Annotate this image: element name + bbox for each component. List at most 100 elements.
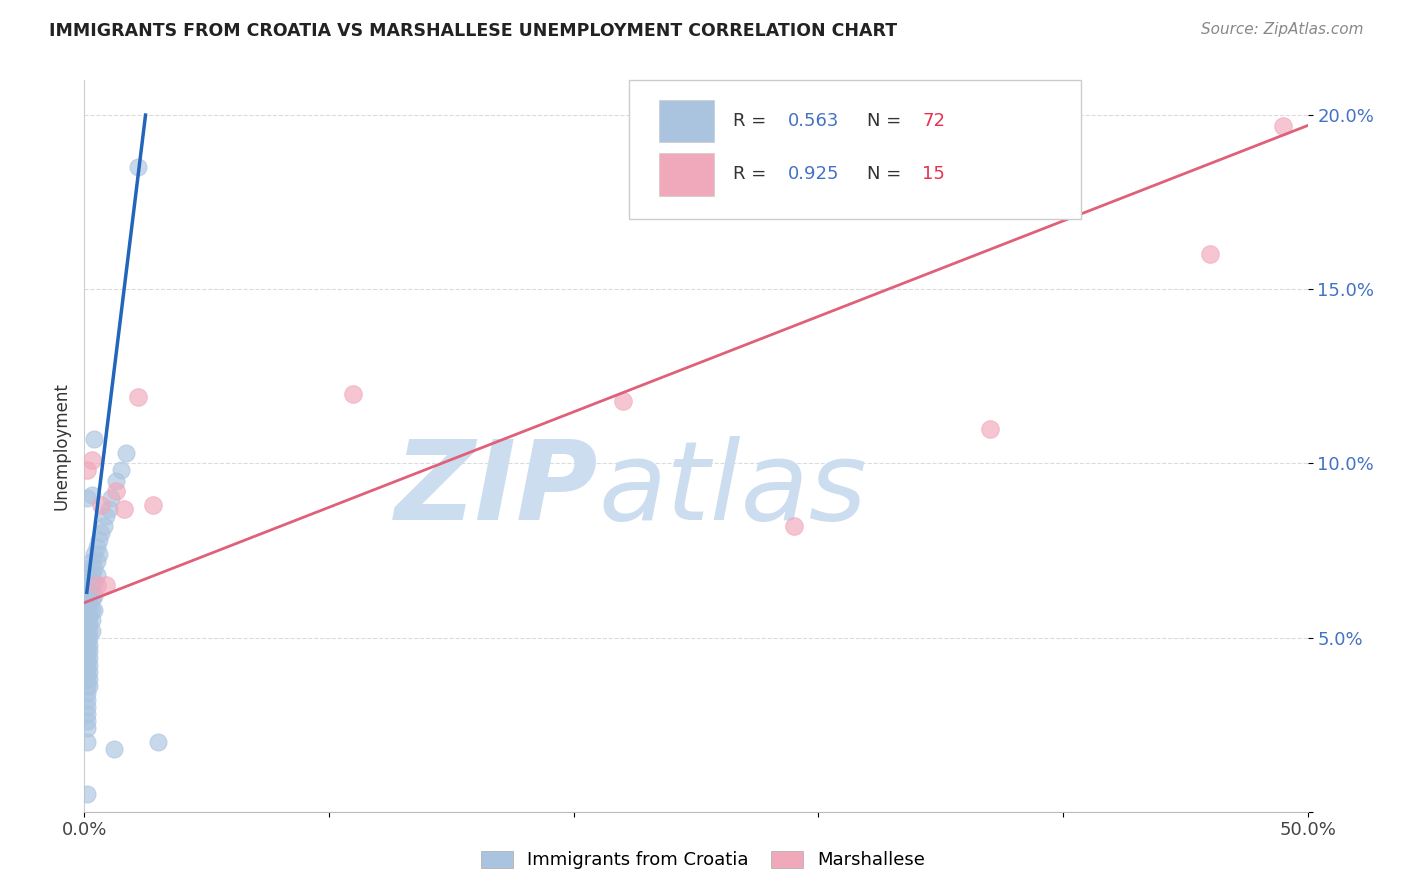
Point: [76, 707, 98, 722]
Point: [76, 491, 98, 506]
Point: [77, 658, 100, 673]
Point: [76, 787, 98, 801]
Point: [83, 547, 105, 561]
Point: [76, 721, 98, 735]
Point: [127, 161, 149, 175]
Point: [76, 578, 98, 592]
Point: [76, 665, 98, 680]
Point: [83, 561, 105, 575]
Point: [77, 673, 100, 687]
Point: [96, 578, 118, 592]
Point: [90, 526, 112, 541]
Point: [115, 446, 138, 460]
Text: R =: R =: [733, 165, 772, 183]
Point: [1198, 247, 1220, 261]
Point: [76, 603, 98, 617]
Point: [80, 554, 103, 568]
Point: [76, 567, 98, 582]
Point: [83, 574, 105, 589]
Point: [83, 432, 105, 446]
Point: [77, 665, 100, 680]
Point: [127, 390, 149, 404]
Point: [76, 596, 98, 610]
Point: [76, 609, 98, 624]
Text: IMMIGRANTS FROM CROATIA VS MARSHALLESE UNEMPLOYMENT CORRELATION CHART: IMMIGRANTS FROM CROATIA VS MARSHALLESE U…: [49, 22, 897, 40]
Point: [979, 421, 1001, 435]
Point: [146, 735, 169, 749]
Point: [80, 453, 103, 467]
Point: [112, 501, 135, 516]
Point: [783, 519, 806, 533]
Point: [96, 508, 118, 523]
Text: N =: N =: [868, 165, 907, 183]
Point: [77, 589, 100, 603]
Point: [110, 463, 132, 477]
Point: [83, 589, 105, 603]
Point: [80, 567, 103, 582]
Point: [105, 474, 128, 488]
Point: [80, 488, 103, 502]
Point: [77, 651, 100, 665]
Point: [77, 638, 100, 652]
Text: 15: 15: [922, 165, 945, 183]
Point: [80, 592, 103, 607]
Point: [103, 742, 125, 756]
Point: [77, 561, 100, 575]
Point: [76, 673, 98, 687]
Point: [76, 651, 98, 665]
Point: [87, 547, 110, 561]
Point: [77, 603, 100, 617]
Y-axis label: Unemployment: Unemployment: [52, 382, 70, 510]
Point: [77, 582, 100, 596]
Point: [77, 596, 100, 610]
Point: [77, 616, 100, 631]
Point: [1272, 119, 1295, 133]
Point: [86, 578, 108, 592]
Point: [76, 631, 98, 645]
Point: [76, 658, 98, 673]
Point: [93, 519, 115, 533]
Point: [76, 624, 98, 638]
Point: [76, 735, 98, 749]
Point: [77, 571, 100, 585]
Point: [100, 491, 122, 506]
Point: [76, 589, 98, 603]
Point: [77, 679, 100, 693]
Legend: Immigrants from Croatia, Marshallese: Immigrants from Croatia, Marshallese: [471, 842, 935, 879]
Point: [86, 540, 108, 554]
Point: [97, 501, 120, 516]
Point: [76, 700, 98, 714]
Point: [76, 644, 98, 658]
Point: [105, 484, 128, 499]
Point: [342, 386, 364, 401]
FancyBboxPatch shape: [628, 80, 1081, 219]
Point: [77, 644, 100, 658]
Text: ZIP: ZIP: [395, 436, 598, 543]
Text: Source: ZipAtlas.com: Source: ZipAtlas.com: [1201, 22, 1364, 37]
Text: 0.563: 0.563: [787, 112, 839, 129]
Point: [76, 686, 98, 700]
Point: [77, 631, 100, 645]
Point: [76, 638, 98, 652]
Point: [80, 613, 103, 627]
Point: [87, 533, 110, 547]
Point: [142, 498, 165, 512]
Text: R =: R =: [733, 112, 772, 129]
Point: [76, 616, 98, 631]
FancyBboxPatch shape: [659, 100, 714, 143]
Text: atlas: atlas: [598, 436, 866, 543]
Point: [90, 498, 112, 512]
FancyBboxPatch shape: [659, 153, 714, 196]
Point: [80, 603, 103, 617]
Point: [80, 624, 103, 638]
Text: N =: N =: [868, 112, 907, 129]
Point: [83, 603, 105, 617]
Text: 0.925: 0.925: [787, 165, 839, 183]
Point: [76, 714, 98, 728]
Point: [76, 463, 98, 477]
Point: [86, 567, 108, 582]
Point: [80, 582, 103, 596]
Text: 72: 72: [922, 112, 945, 129]
Point: [612, 393, 634, 408]
Point: [86, 554, 108, 568]
